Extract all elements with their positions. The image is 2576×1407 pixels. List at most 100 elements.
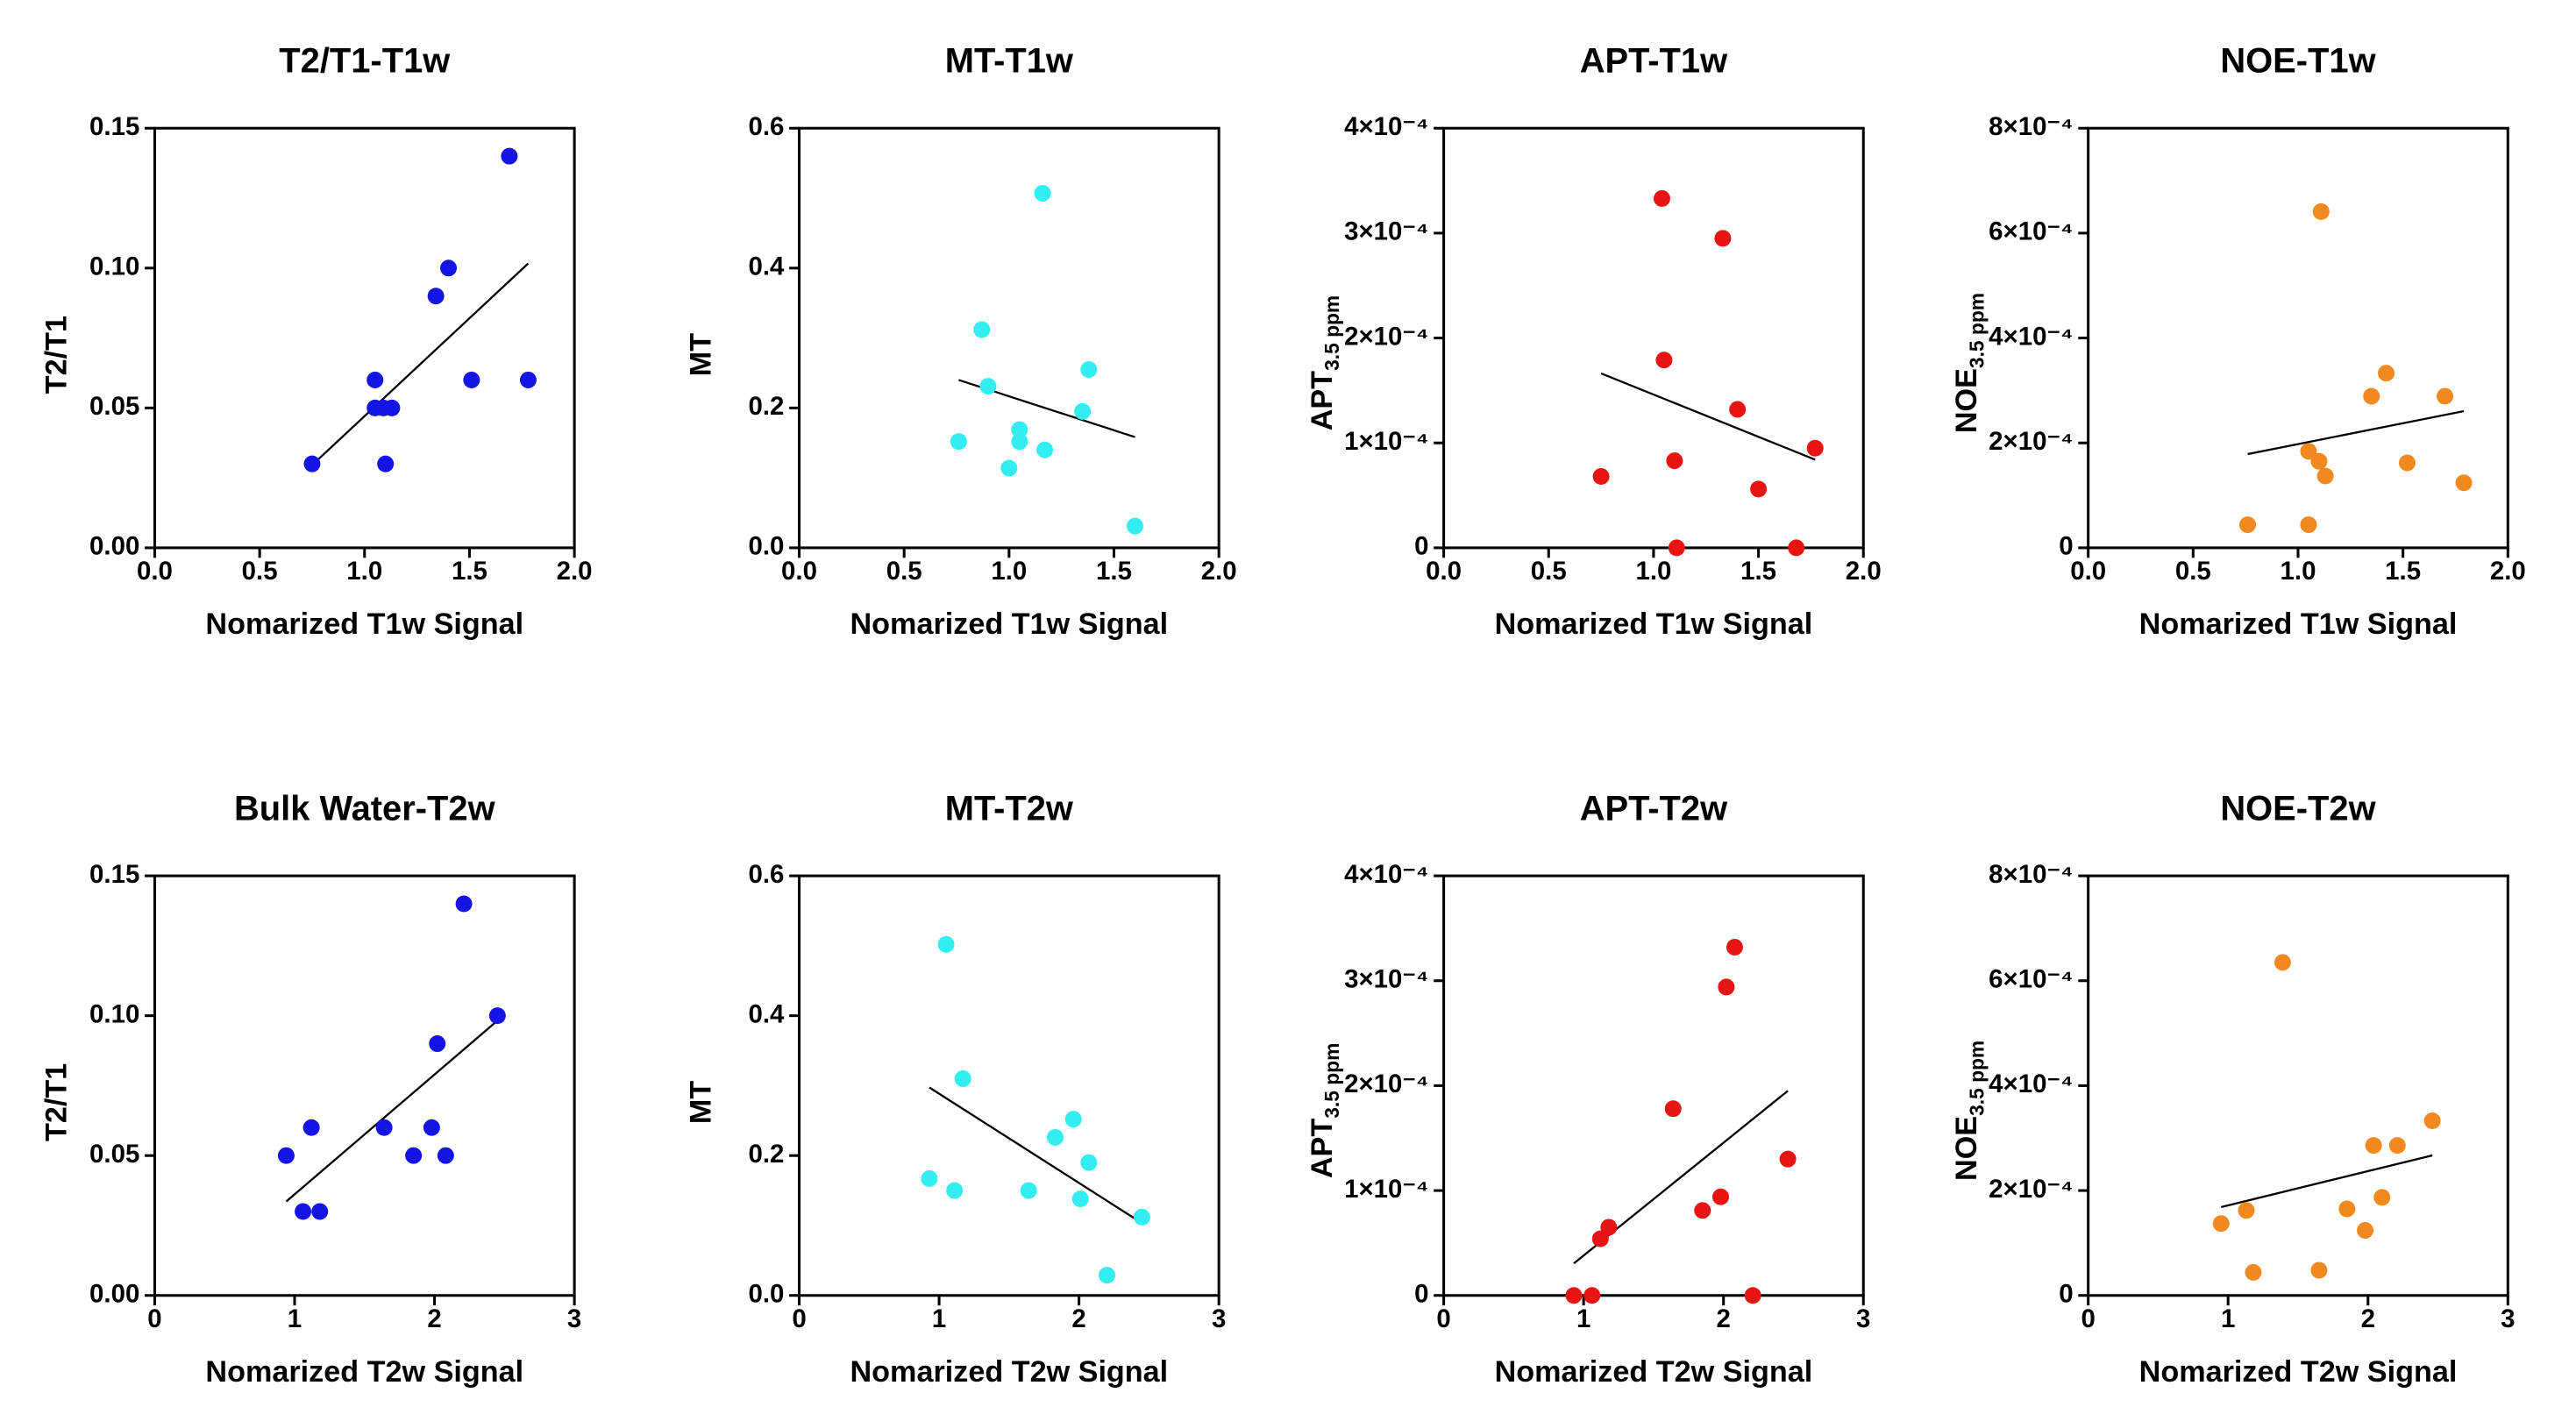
panel: APT-T2w 0 1 2 3 0 1×10⁻⁴ 2×10⁻⁴ 3×10⁻⁴ 4×10⁻⁴ Noma… (1306, 790, 1871, 1389)
data-point (1080, 1154, 1098, 1171)
data-point (1592, 468, 1610, 486)
y-tick-label: 2×10⁻⁴ (1344, 322, 1428, 351)
x-tick-label: 1.0 (346, 557, 382, 586)
data-point (1655, 352, 1673, 369)
fit-line (929, 1086, 1143, 1225)
data-point (954, 1069, 971, 1087)
plot-frame (1442, 126, 1865, 550)
x-tick-label: 1.5 (452, 557, 487, 586)
y-tick-label: 2×10⁻⁴ (1989, 1175, 2073, 1204)
x-tick-label: 1.0 (991, 557, 1027, 586)
data-point (1071, 1190, 1089, 1208)
y-tick-label: 0.2 (748, 392, 784, 421)
chart-title: NOE-T2w (2220, 790, 2376, 828)
data-point (937, 935, 955, 953)
y-tick-label: 0.05 (89, 392, 139, 421)
data-point (375, 1119, 393, 1136)
data-point (405, 1147, 423, 1164)
x-tick-label: 0.5 (2175, 557, 2211, 586)
data-point (1712, 1188, 1730, 1205)
y-tick-label: 2×10⁻⁴ (1989, 427, 2073, 456)
data-point (2310, 452, 2328, 470)
data-point (921, 1170, 938, 1188)
data-point (1726, 938, 1743, 956)
data-point (463, 371, 480, 388)
x-axis-label: Nomarized T2w Signal (1495, 1355, 1813, 1389)
chart-title: MT-T2w (945, 790, 1074, 828)
x-axis-label: Nomarized T2w Signal (205, 1355, 523, 1389)
data-point (946, 1182, 964, 1199)
chart-title: T2/T1-T1w (279, 42, 451, 81)
y-axis-label-main: APT (1306, 371, 1339, 430)
y-axis-label: MT (684, 333, 717, 376)
y-axis-label-sub: 3.5 ppm (1320, 295, 1343, 371)
x-tick-label: 1.5 (1096, 557, 1132, 586)
panel: APT-T1w 0.0 0.5 1.0 1.5 2.0 0 1×10⁻⁴ 2×10⁻⁴ 3×10⁻… (1306, 42, 1882, 642)
y-axis-label-sub: 3.5 ppm (1965, 1041, 1988, 1116)
y-tick-label: 1×10⁻⁴ (1344, 427, 1428, 456)
x-tick-label: 1.0 (1635, 557, 1671, 586)
data-point (437, 1147, 454, 1164)
x-axis-label: Nomarized T1w Signal (1495, 608, 1813, 641)
x-tick-label: 0.0 (2070, 557, 2106, 586)
y-tick-label: 0.10 (89, 252, 139, 281)
y-tick-label: 4×10⁻⁴ (1344, 112, 1428, 141)
y-tick-label: 4×10⁻⁴ (1344, 860, 1428, 889)
chart-title: APT-T2w (1580, 790, 1728, 828)
y-tick-label: 1×10⁻⁴ (1344, 1175, 1428, 1204)
y-tick-label: 6×10⁻⁴ (1989, 217, 2073, 246)
data-point (302, 1119, 320, 1136)
y-tick-label: 8×10⁻⁴ (1989, 112, 2073, 141)
data-point (1714, 230, 1732, 247)
data-point (1080, 360, 1098, 378)
x-axis-label: Nomarized T2w Signal (850, 1355, 1169, 1389)
plot-frame (798, 126, 1220, 550)
data-point (2388, 1137, 2406, 1155)
fit-line (2220, 1154, 2433, 1209)
data-point (1099, 1267, 1116, 1284)
plot-frame (798, 874, 1220, 1297)
data-point (1718, 978, 1735, 996)
data-point (2238, 1202, 2255, 1219)
y-axis-label-main: APT (1306, 1119, 1339, 1178)
data-point (2300, 443, 2317, 460)
data-point (1664, 1100, 1682, 1118)
x-tick-label: 2.0 (557, 557, 593, 586)
x-tick-label: 0.0 (781, 557, 817, 586)
data-point (295, 1203, 312, 1220)
data-point (2423, 1112, 2441, 1129)
data-point (2310, 1261, 2328, 1279)
x-tick-label: 3 (567, 1304, 581, 1333)
x-axis-label: Nomarized T1w Signal (850, 608, 1169, 641)
data-point (1133, 1208, 1150, 1226)
data-point (1126, 517, 1143, 535)
data-point (1011, 421, 1028, 438)
y-axis-label-main: T2/T1 (39, 316, 73, 394)
y-tick-label: 0.2 (748, 1140, 784, 1169)
data-point (377, 455, 395, 473)
data-point (1591, 1230, 1609, 1247)
data-point (2378, 365, 2395, 382)
data-point (366, 371, 384, 388)
y-tick-label: 0.15 (89, 112, 139, 141)
x-tick-label: 0 (1436, 1304, 1450, 1333)
y-tick-label: 2×10⁻⁴ (1344, 1069, 1428, 1098)
data-point (429, 1035, 446, 1053)
y-axis-label: T2/T1 (39, 1063, 73, 1141)
data-point (423, 1119, 440, 1136)
x-tick-label: 3 (1856, 1304, 1870, 1333)
chart-title: NOE-T1w (2220, 42, 2376, 81)
plot-frame (2087, 874, 2509, 1297)
y-tick-label: 4×10⁻⁴ (1989, 322, 2073, 351)
data-point (1034, 184, 1051, 202)
x-tick-label: 1 (288, 1304, 302, 1333)
data-point (1036, 441, 1054, 458)
x-tick-label: 3 (1212, 1304, 1226, 1333)
data-point (440, 259, 458, 277)
x-tick-label: 1.0 (2281, 557, 2316, 586)
data-point (1000, 459, 1018, 477)
x-axis-label: Nomarized T1w Signal (205, 608, 523, 641)
data-point (1744, 1287, 1761, 1304)
y-tick-label: 0.00 (89, 1280, 139, 1309)
